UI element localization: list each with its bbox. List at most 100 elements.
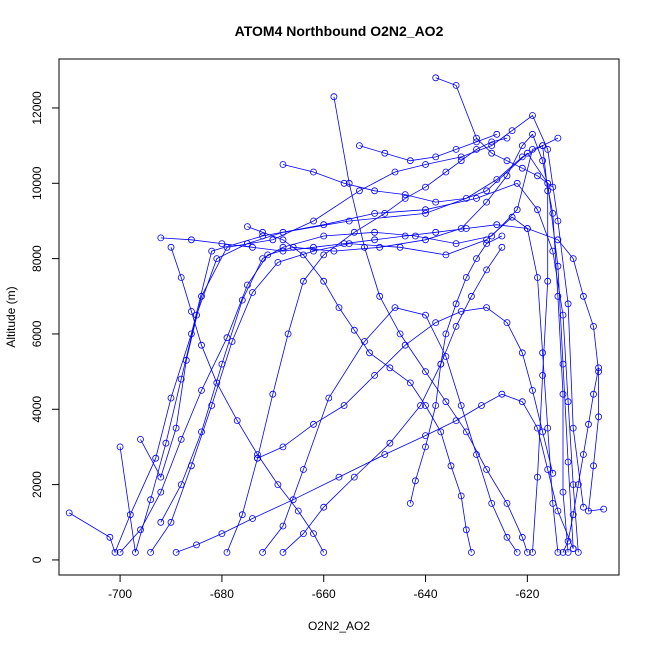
series xyxy=(279,243,506,556)
data-point xyxy=(422,368,429,376)
series xyxy=(147,213,562,556)
data-point xyxy=(544,277,552,285)
data-point xyxy=(116,443,124,451)
data-point xyxy=(539,142,546,150)
data-point xyxy=(554,262,562,270)
data-point xyxy=(447,462,455,470)
data-point xyxy=(335,304,343,312)
data-point xyxy=(177,274,185,281)
series-line xyxy=(562,367,599,553)
data-point xyxy=(167,243,175,251)
data-point xyxy=(406,157,414,165)
series-line xyxy=(282,247,503,553)
y-tick-label: 4000 xyxy=(30,396,44,423)
data-point xyxy=(218,530,226,537)
data-point xyxy=(162,439,170,447)
data-point xyxy=(457,492,465,500)
data-point xyxy=(422,443,429,451)
data-point xyxy=(401,194,409,202)
data-point xyxy=(371,236,379,244)
data-point xyxy=(310,168,317,176)
series-layer xyxy=(65,74,608,556)
data-point xyxy=(381,149,389,157)
data-point xyxy=(473,145,480,153)
data-point xyxy=(493,176,501,183)
data-point xyxy=(513,206,521,214)
y-tick-label: 6000 xyxy=(30,320,44,347)
data-point xyxy=(371,228,379,236)
series xyxy=(243,223,475,556)
data-point xyxy=(355,187,363,195)
data-point xyxy=(452,145,460,153)
series xyxy=(330,93,531,556)
data-point xyxy=(198,341,205,349)
data-point xyxy=(340,179,348,187)
data-point xyxy=(437,428,445,436)
data-point xyxy=(259,549,267,556)
series-line xyxy=(140,114,584,508)
data-point xyxy=(467,549,475,556)
data-point xyxy=(269,390,277,398)
data-point xyxy=(330,247,338,255)
data-point xyxy=(483,304,491,312)
y-axis-label: Altitude (m) xyxy=(4,286,18,347)
data-point xyxy=(320,232,328,240)
x-tick-label: -640 xyxy=(414,587,438,601)
y-tick-label: 8000 xyxy=(30,245,44,272)
data-point xyxy=(289,243,297,251)
data-point xyxy=(417,402,424,409)
series-line xyxy=(333,96,528,553)
data-point xyxy=(345,217,353,225)
data-point xyxy=(539,157,546,165)
data-point xyxy=(350,326,358,334)
data-point xyxy=(310,420,317,428)
data-point xyxy=(330,93,338,101)
series xyxy=(167,243,328,556)
data-point xyxy=(376,243,384,251)
data-point xyxy=(381,209,389,217)
data-point xyxy=(539,371,546,379)
data-point xyxy=(488,499,496,507)
data-point xyxy=(498,243,506,251)
data-point xyxy=(508,213,516,221)
series xyxy=(279,134,562,206)
data-point xyxy=(279,443,287,451)
data-point xyxy=(106,533,114,541)
y-tick-label: 2000 xyxy=(30,471,44,498)
data-point xyxy=(310,247,317,255)
data-point xyxy=(544,424,552,432)
data-point xyxy=(549,183,557,191)
data-point xyxy=(233,417,241,425)
data-point xyxy=(299,466,307,473)
data-point xyxy=(457,307,465,315)
data-point xyxy=(269,236,277,244)
data-point xyxy=(284,330,292,338)
data-point xyxy=(310,217,317,225)
data-point xyxy=(574,549,582,556)
data-point xyxy=(432,153,440,161)
data-point xyxy=(238,511,246,519)
data-point xyxy=(524,225,531,232)
data-point xyxy=(401,232,409,240)
data-point xyxy=(167,518,175,526)
data-point xyxy=(249,515,256,522)
data-point xyxy=(422,402,429,409)
data-point xyxy=(559,390,567,398)
data-point xyxy=(172,424,180,432)
data-point xyxy=(223,334,231,342)
data-point xyxy=(488,232,496,240)
data-point xyxy=(534,172,541,180)
data-point xyxy=(249,289,256,296)
data-point xyxy=(279,161,287,168)
series-line xyxy=(170,247,325,553)
data-point xyxy=(437,360,445,368)
data-point xyxy=(452,322,460,330)
data-point xyxy=(483,240,491,248)
data-point xyxy=(310,243,317,251)
data-point xyxy=(554,292,562,300)
data-point xyxy=(208,247,216,255)
series-line xyxy=(160,145,549,553)
data-point xyxy=(442,398,450,406)
data-point xyxy=(111,549,119,556)
data-point xyxy=(65,509,73,517)
